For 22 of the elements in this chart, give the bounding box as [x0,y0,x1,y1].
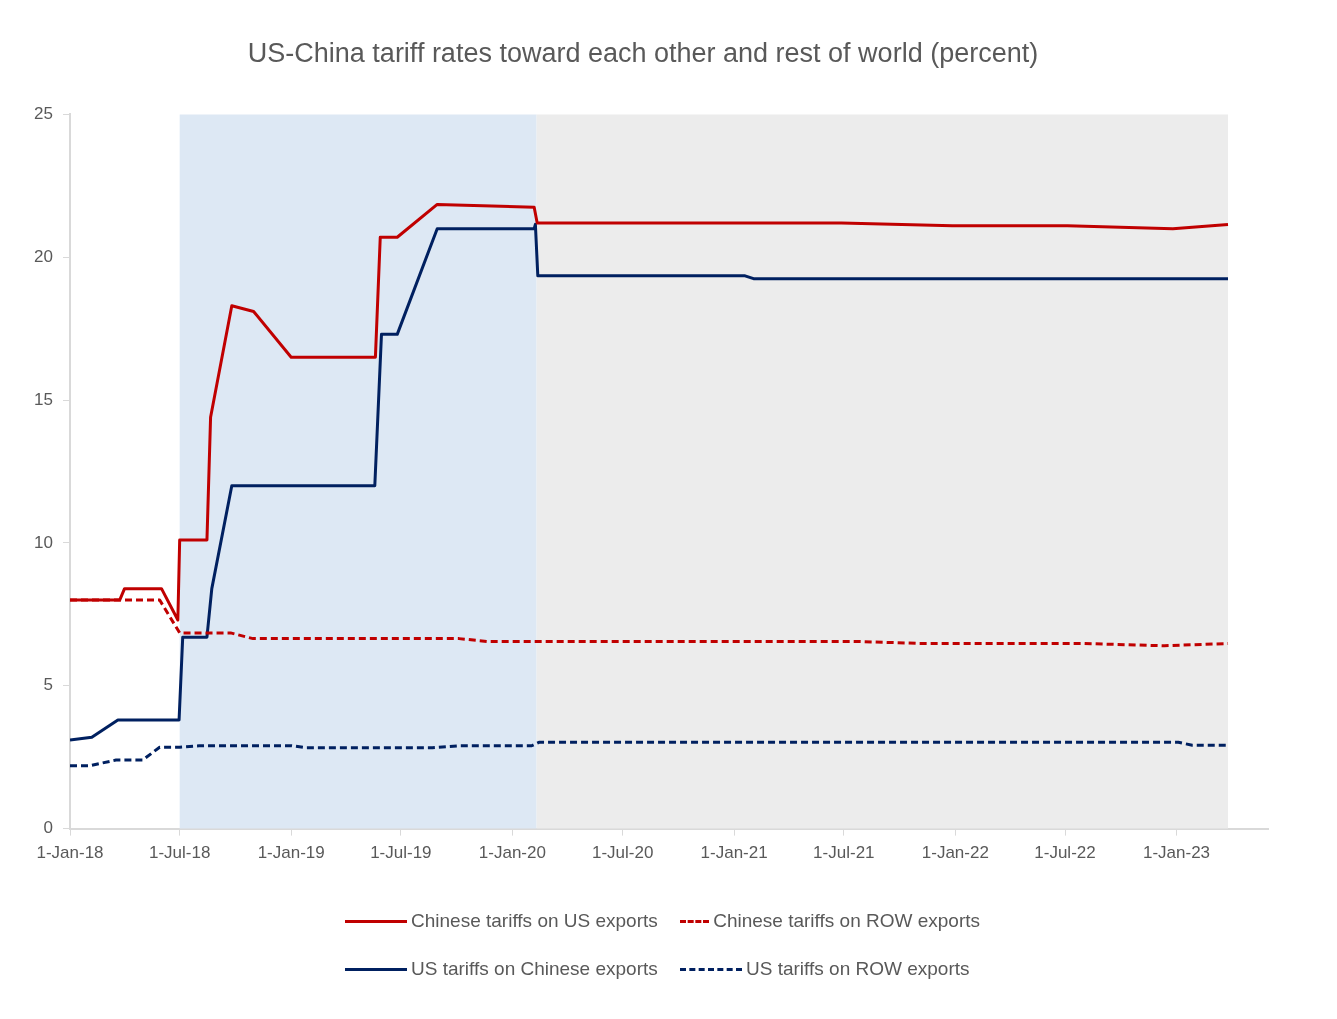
y-tick-label: 10 [34,532,53,552]
y-tick-label: 0 [43,818,53,838]
y-tick-label: 15 [34,389,53,409]
x-tick-label: 1-Jul-20 [591,843,654,863]
x-tick-label: 1-Jul-22 [1034,843,1096,863]
legend-label: US tariffs on ROW exports [746,958,970,980]
x-tick-label: 1-Jan-18 [36,843,104,863]
chart-title: US-China tariff rates toward each other and rest of world (percent) [247,37,1039,68]
x-tick-label: 1-Jan-22 [921,843,989,863]
y-tick-label: 5 [43,675,53,695]
x-tick-label: 1-Jan-21 [700,843,768,863]
x-tick-label: 1-Jan-23 [1142,843,1211,863]
x-tick-label: 1-Jul-18 [148,843,211,863]
y-tick-label: 20 [34,246,53,266]
x-tick-label: 1-Jul-21 [813,843,875,863]
x-tick-label: 1-Jan-19 [257,843,325,863]
x-tick-label: 1-Jul-19 [370,843,432,863]
y-tick-label: 25 [34,104,53,124]
legend-label: Chinese tariffs on ROW exports [713,910,980,932]
legend-label: Chinese tariffs on US exports [411,910,658,932]
x-tick-label: 1-Jan-20 [478,843,546,863]
legend-label: US tariffs on Chinese exports [411,958,658,980]
